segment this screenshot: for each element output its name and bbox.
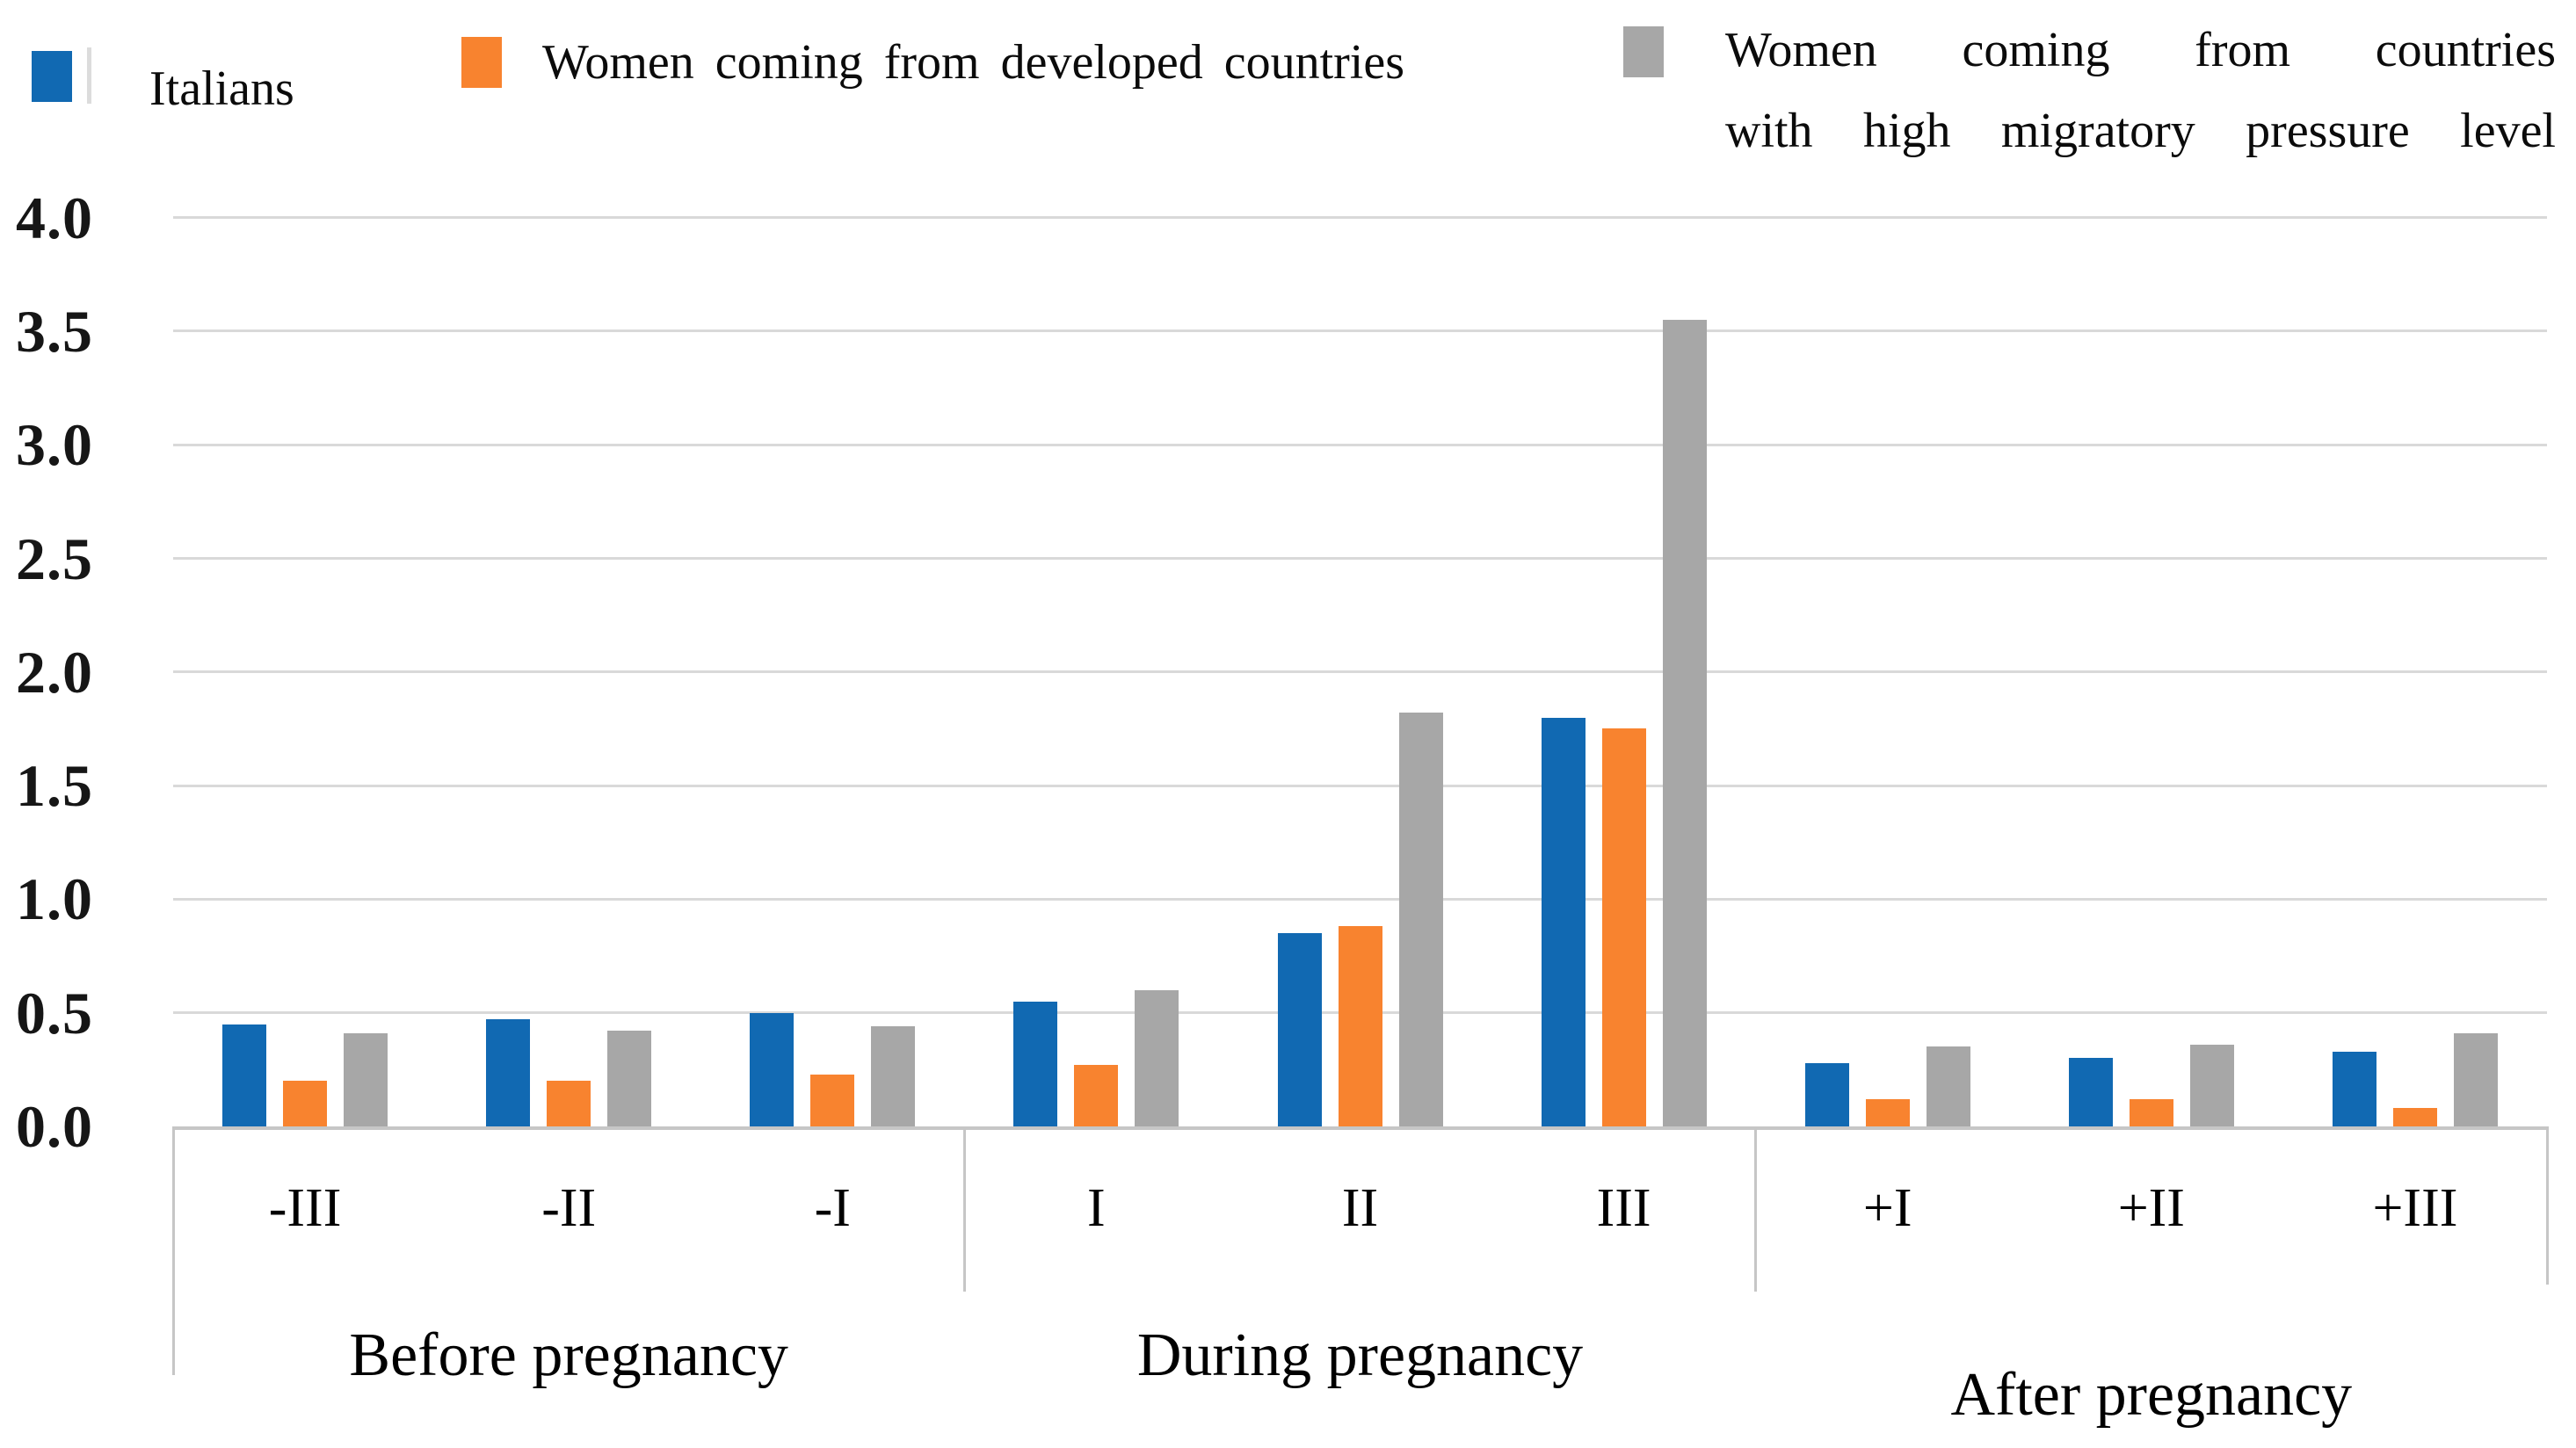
bar-series1--I (810, 1074, 855, 1126)
bar-series0--II (486, 1019, 531, 1126)
y-tick-label-4.0: 4.0 (16, 184, 93, 251)
x-category-label-I: I (1087, 1178, 1106, 1238)
bar-series2-+III (2453, 1032, 2498, 1126)
gridline-4.0 (173, 216, 2547, 220)
bar-series2-I (1135, 989, 1179, 1126)
x-category-label-+I: +I (1862, 1178, 1912, 1238)
legend-swatch-developed-countries (461, 37, 502, 88)
bar-series1-I (1074, 1065, 1119, 1126)
x-category-label--III: -III (268, 1178, 342, 1238)
legend-label-developed-countries: Women coming from developed countries (542, 35, 1405, 90)
bar-series0--I (750, 1012, 795, 1126)
x-group-label-2: During pregnancy (1136, 1321, 1584, 1389)
x-axis-line (173, 1126, 2547, 1130)
y-tick-label-2.5: 2.5 (16, 525, 93, 592)
bar-series1-III (1601, 728, 1646, 1126)
x-category-label-+III: +III (2372, 1178, 2458, 1238)
bar-series2-+I (1926, 1046, 1970, 1126)
legend-swatch-high-migratory-pressure (1623, 26, 1664, 77)
gridline-3.0 (173, 443, 2547, 446)
bar-series1--II (547, 1081, 591, 1126)
gridline-1.5 (173, 784, 2547, 787)
x-axis-divider-3 (2545, 1126, 2549, 1285)
legend-swatch-italians (32, 51, 72, 102)
y-tick-label-2.0: 2.0 (16, 638, 93, 706)
y-tick-label-0.5: 0.5 (16, 979, 93, 1046)
gridline-2.0 (173, 670, 2547, 674)
legend-label-line-2: with high migratory pressure level (1725, 104, 2556, 158)
x-group-label-1: Before pregnancy (349, 1321, 788, 1389)
bar-series0-III (1541, 717, 1586, 1126)
y-tick-label-1.0: 1.0 (16, 865, 93, 933)
bar-series2-III (1662, 319, 1707, 1126)
bar-series1--III (283, 1081, 328, 1126)
x-group-label-3: After pregnancy (1950, 1361, 2353, 1429)
bar-series0--III (222, 1024, 267, 1126)
x-axis-divider-2 (1754, 1126, 1758, 1292)
legend-label-high-migratory-pressure: Women coming from countries with high mi… (1725, 19, 2556, 162)
y-tick-label-1.5: 1.5 (16, 752, 93, 820)
x-category-label-III: III (1596, 1178, 1651, 1238)
y-tick-label-3.5: 3.5 (16, 297, 93, 365)
x-category-label--II: -II (541, 1178, 597, 1238)
bar-series0-+II (2068, 1058, 2113, 1126)
legend-label-line-1: Women coming from countries (1725, 23, 2556, 77)
gridline-3.5 (173, 329, 2547, 333)
bar-series0-II (1277, 933, 1322, 1126)
x-category-label--I: -I (814, 1178, 851, 1238)
bar-series2-II (1398, 713, 1443, 1126)
x-category-label-+II: +II (2117, 1178, 2185, 1238)
bar-series2--II (607, 1031, 652, 1126)
y-tick-label-3.0: 3.0 (16, 411, 93, 479)
x-axis-divider-0 (171, 1126, 175, 1375)
legend-artifact-line (87, 47, 91, 104)
bar-series2-+II (2189, 1044, 2234, 1126)
bar-series0-+I (1804, 1062, 1849, 1126)
x-category-label-II: II (1341, 1178, 1379, 1238)
gridline-1.0 (173, 897, 2547, 901)
y-tick-label-0.0: 0.0 (16, 1093, 93, 1160)
bar-series0-+III (2332, 1051, 2376, 1126)
bar-series1-II (1338, 926, 1382, 1126)
gridline-2.5 (173, 557, 2547, 560)
bar-series2--III (344, 1032, 388, 1126)
bar-series1-+III (2392, 1108, 2437, 1126)
bar-series1-+II (2129, 1098, 2173, 1126)
x-axis-divider-1 (962, 1126, 966, 1292)
bar-series2--I (871, 1026, 916, 1126)
bar-series0-I (1013, 1001, 1058, 1126)
legend-label-italians: Italians (149, 62, 294, 116)
bar-series1-+I (1865, 1098, 1910, 1126)
